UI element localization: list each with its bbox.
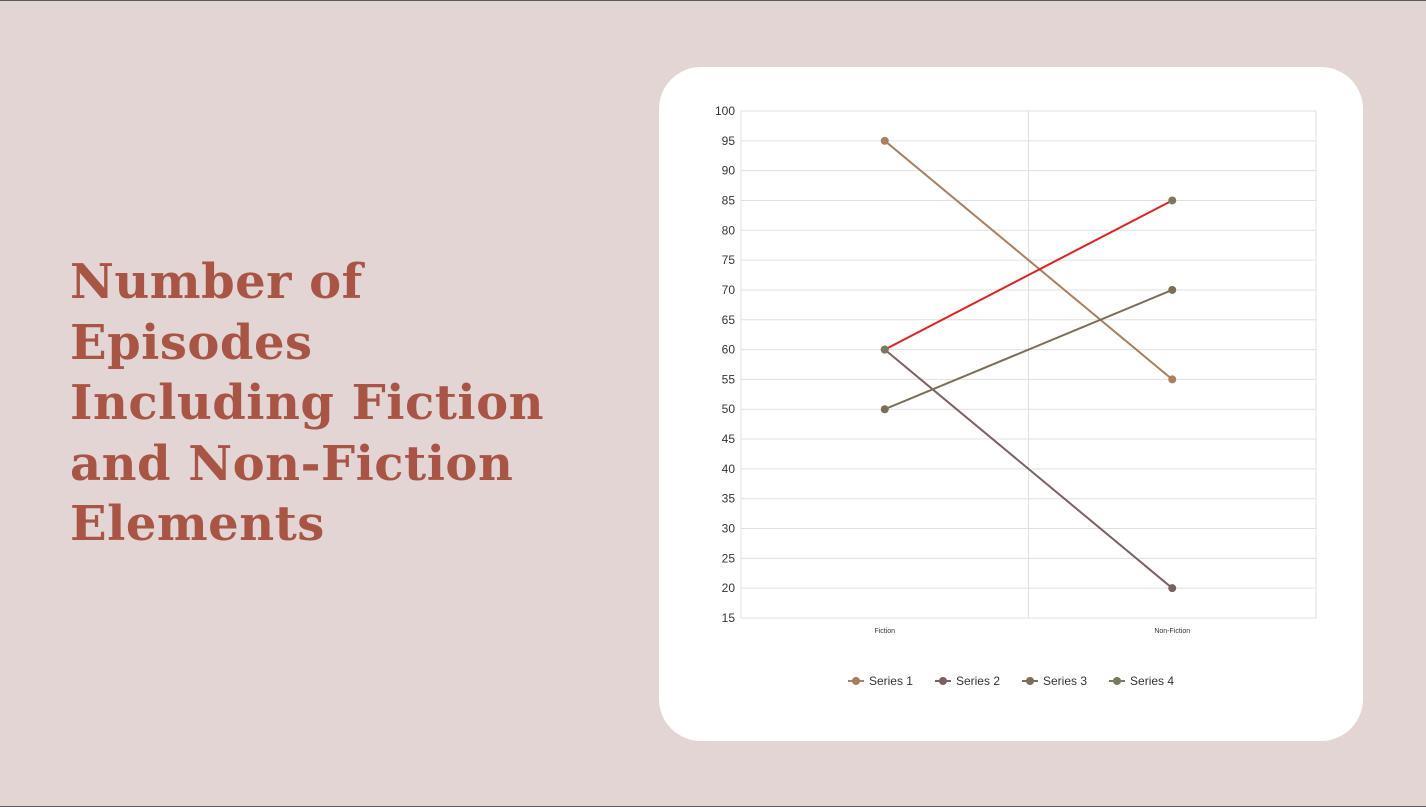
y-tick-label: 80 [722, 223, 736, 237]
y-tick-label: 40 [722, 462, 736, 476]
line-chart: 15 20 25 30 35 40 45 50 55 60 65 70 75 80 85 90 95 100 Fic… [715, 104, 1317, 635]
y-tick-label: 65 [722, 313, 736, 327]
legend-swatch-icon [847, 675, 864, 687]
y-tick-label: 35 [722, 492, 736, 506]
chart-legend: Series 1 Series 2 Series 3 Series 4 [659, 674, 1363, 688]
legend-label: Series 1 [868, 674, 913, 688]
legend-swatch-icon [1109, 675, 1126, 687]
data-point-series-4 [1168, 196, 1177, 205]
y-tick-label: 75 [722, 253, 736, 267]
series-line-1 [884, 140, 1173, 381]
y-tick-label: 20 [722, 581, 736, 595]
series-layer [880, 136, 1177, 593]
slide-title: Number of Episodes Including Fiction and… [70, 254, 545, 552]
legend-swatch-icon [934, 675, 951, 687]
data-point-series-1 [1168, 375, 1177, 384]
legend-item-series-1[interactable]: Series 1 [847, 674, 913, 688]
data-point-series-3 [1168, 285, 1177, 294]
y-tick-label: 90 [722, 164, 736, 178]
legend-item-series-4[interactable]: Series 4 [1109, 674, 1174, 688]
data-point-series-2 [1168, 584, 1177, 593]
grid-layer [740, 110, 1317, 619]
legend-item-series-2[interactable]: Series 2 [934, 674, 1000, 688]
chart-card: 15 20 25 30 35 40 45 50 55 60 65 70 75 80 85 90 95 100 Fic… [659, 67, 1363, 741]
y-tick-label: 45 [722, 432, 736, 446]
data-point-series-3 [880, 405, 889, 414]
y-tick-label: 100 [715, 104, 735, 118]
series-line-3 [884, 289, 1173, 411]
axis-layer: 15 20 25 30 35 40 45 50 55 60 65 70 75 80 85 90 95 100 Fic… [715, 104, 1190, 635]
y-tick-label: 70 [722, 283, 736, 297]
legend-label: Series 3 [1043, 674, 1088, 688]
y-tick-label: 50 [722, 402, 736, 416]
y-tick-label: 55 [722, 372, 736, 386]
y-tick-label: 85 [722, 193, 736, 207]
y-tick-label: 95 [722, 134, 736, 148]
legend-item-series-3[interactable]: Series 3 [1022, 674, 1087, 688]
y-tick-label: 15 [722, 611, 736, 625]
x-tick-label: Fiction [874, 628, 895, 635]
y-tick-label: 30 [722, 522, 736, 536]
series-line-4 [884, 199, 1173, 351]
legend-label: Series 4 [1130, 674, 1175, 688]
legend-swatch-icon [1022, 675, 1038, 687]
y-tick-label: 25 [722, 551, 736, 565]
y-tick-label: 60 [722, 343, 736, 357]
data-point-series-1 [880, 136, 889, 145]
data-point-series-4 [880, 345, 889, 354]
legend-label: Series 2 [955, 674, 1000, 688]
x-tick-label: Non-Fiction [1154, 628, 1190, 635]
